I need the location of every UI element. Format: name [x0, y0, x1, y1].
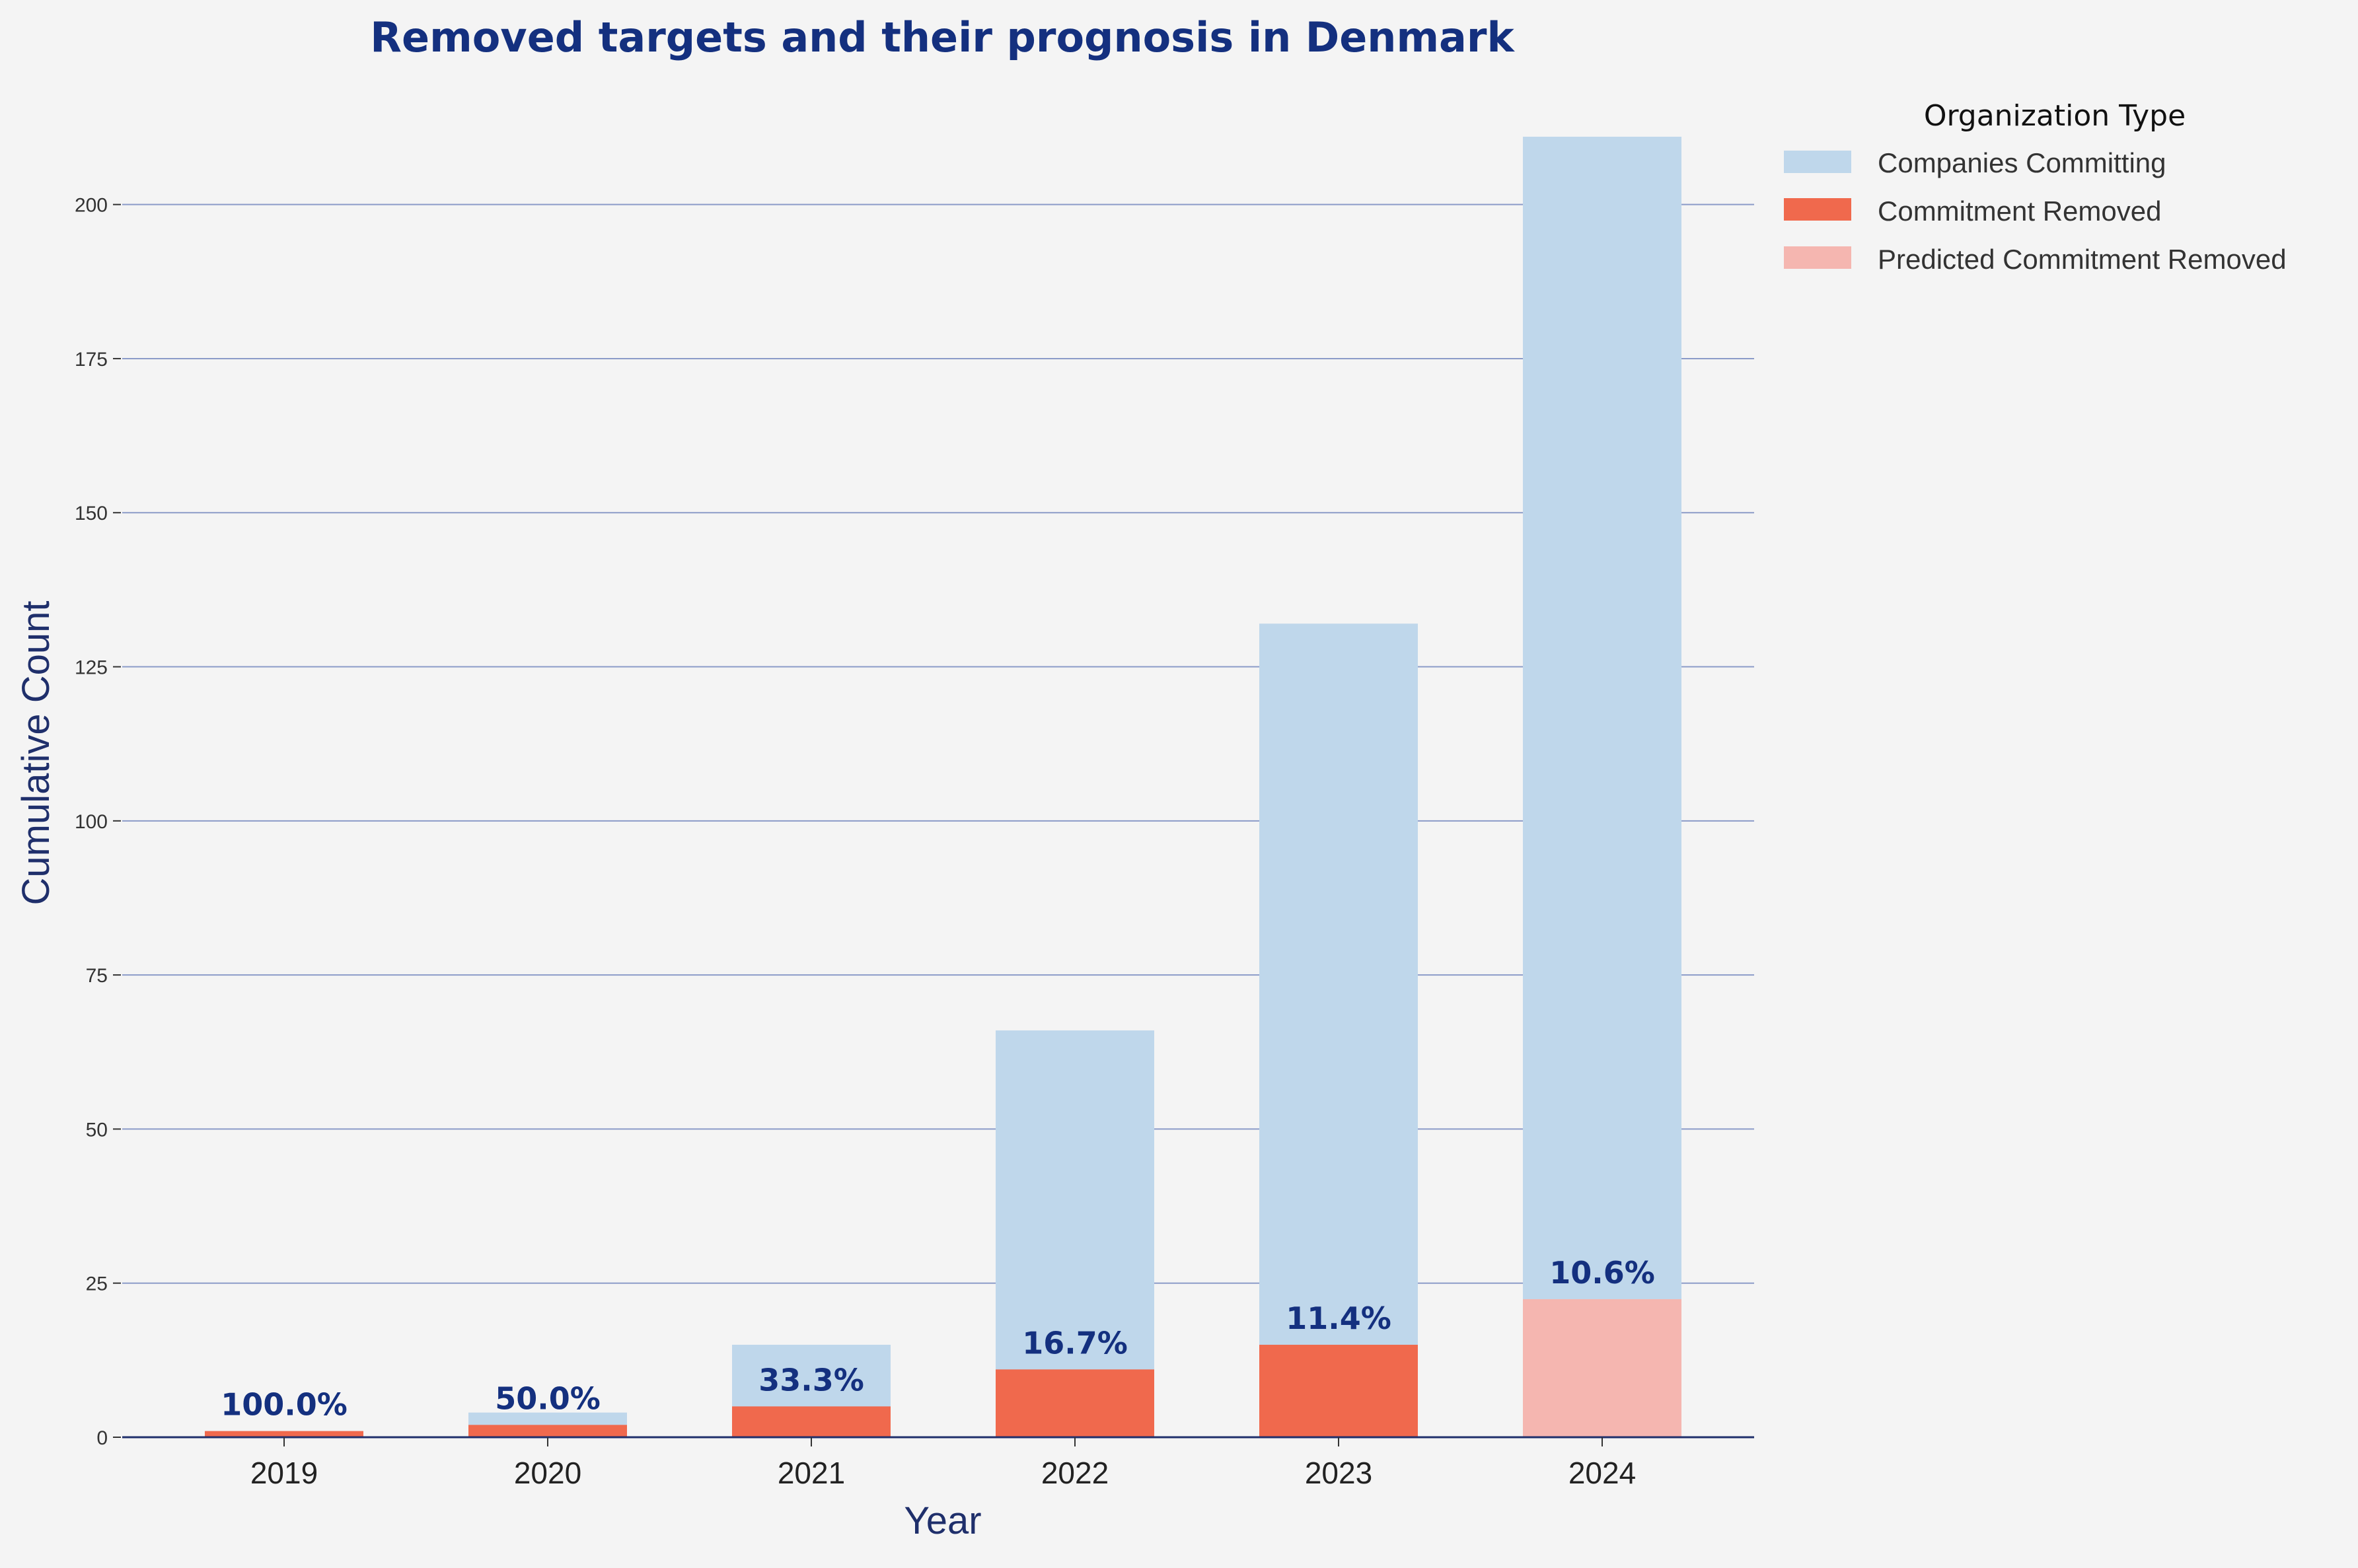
x-axis-label: Year — [904, 1499, 981, 1542]
bars — [205, 137, 1681, 1438]
legend: Organization Type Companies Committing C… — [1784, 99, 2287, 275]
y-tick-label-75: 75 — [86, 965, 108, 987]
data-label-2021: 33.3% — [758, 1362, 864, 1398]
bar-predicted-commitment-removed-2024 — [1523, 1299, 1681, 1437]
y-tick-label-200: 200 — [75, 195, 108, 217]
data-label-2022: 16.7% — [1022, 1325, 1128, 1361]
bar-commitment-removed-2020 — [468, 1425, 627, 1437]
x-tick-label-2021: 2021 — [778, 1456, 845, 1490]
x-tick-label-2019: 2019 — [250, 1456, 318, 1490]
bar-commitment-removed-2023 — [1259, 1345, 1418, 1437]
legend-label-predicted-commitment-removed: Predicted Commitment Removed — [1878, 244, 2287, 275]
bar-commitment-removed-2021 — [732, 1406, 891, 1437]
x-tick-label-2020: 2020 — [514, 1456, 581, 1490]
legend-title: Organization Type — [1924, 99, 2186, 133]
y-tick-label-150: 150 — [75, 503, 108, 524]
legend-label-commitment-removed: Commitment Removed — [1878, 196, 2161, 227]
y-tick-label-0: 0 — [96, 1427, 108, 1449]
y-tick-label-175: 175 — [75, 349, 108, 371]
data-label-2024: 10.6% — [1549, 1255, 1655, 1291]
data-label-2023: 11.4% — [1286, 1301, 1391, 1336]
axes: 0 25 50 75 100 125 150 175 200 2019 2020 2021 2022 20… — [75, 195, 1754, 1490]
chart-title: Removed targets and their prognosis in D… — [370, 13, 1515, 61]
x-tick-label-2023: 2023 — [1305, 1456, 1372, 1490]
legend-label-companies-committing: Companies Committing — [1878, 147, 2166, 178]
y-tick-label-25: 25 — [86, 1273, 108, 1295]
y-axis-label: Cumulative Count — [15, 601, 57, 906]
y-tick-label-125: 125 — [75, 657, 108, 679]
bar-companies-committing-2023 — [1259, 624, 1418, 1438]
x-tick-label-2024: 2024 — [1568, 1456, 1636, 1490]
data-labels: 100.0% 50.0% 33.3% 16.7% 11.4% 10.6% — [221, 1255, 1655, 1423]
y-tick-label-50: 50 — [86, 1119, 108, 1141]
legend-swatch-companies-committing — [1784, 151, 1851, 173]
data-label-2020: 50.0% — [495, 1380, 601, 1416]
bar-commitment-removed-2022 — [996, 1369, 1154, 1437]
gridlines — [122, 203, 1754, 1284]
data-label-2019: 100.0% — [221, 1387, 348, 1423]
y-tick-label-100: 100 — [75, 811, 108, 833]
bar-companies-committing-2024 — [1523, 137, 1681, 1437]
legend-swatch-commitment-removed — [1784, 198, 1851, 221]
legend-swatch-predicted-commitment-removed — [1784, 246, 1851, 269]
bar-commitment-removed-2019 — [205, 1431, 363, 1437]
x-tick-label-2022: 2022 — [1041, 1456, 1109, 1490]
bar-companies-committing-2022 — [996, 1030, 1154, 1437]
